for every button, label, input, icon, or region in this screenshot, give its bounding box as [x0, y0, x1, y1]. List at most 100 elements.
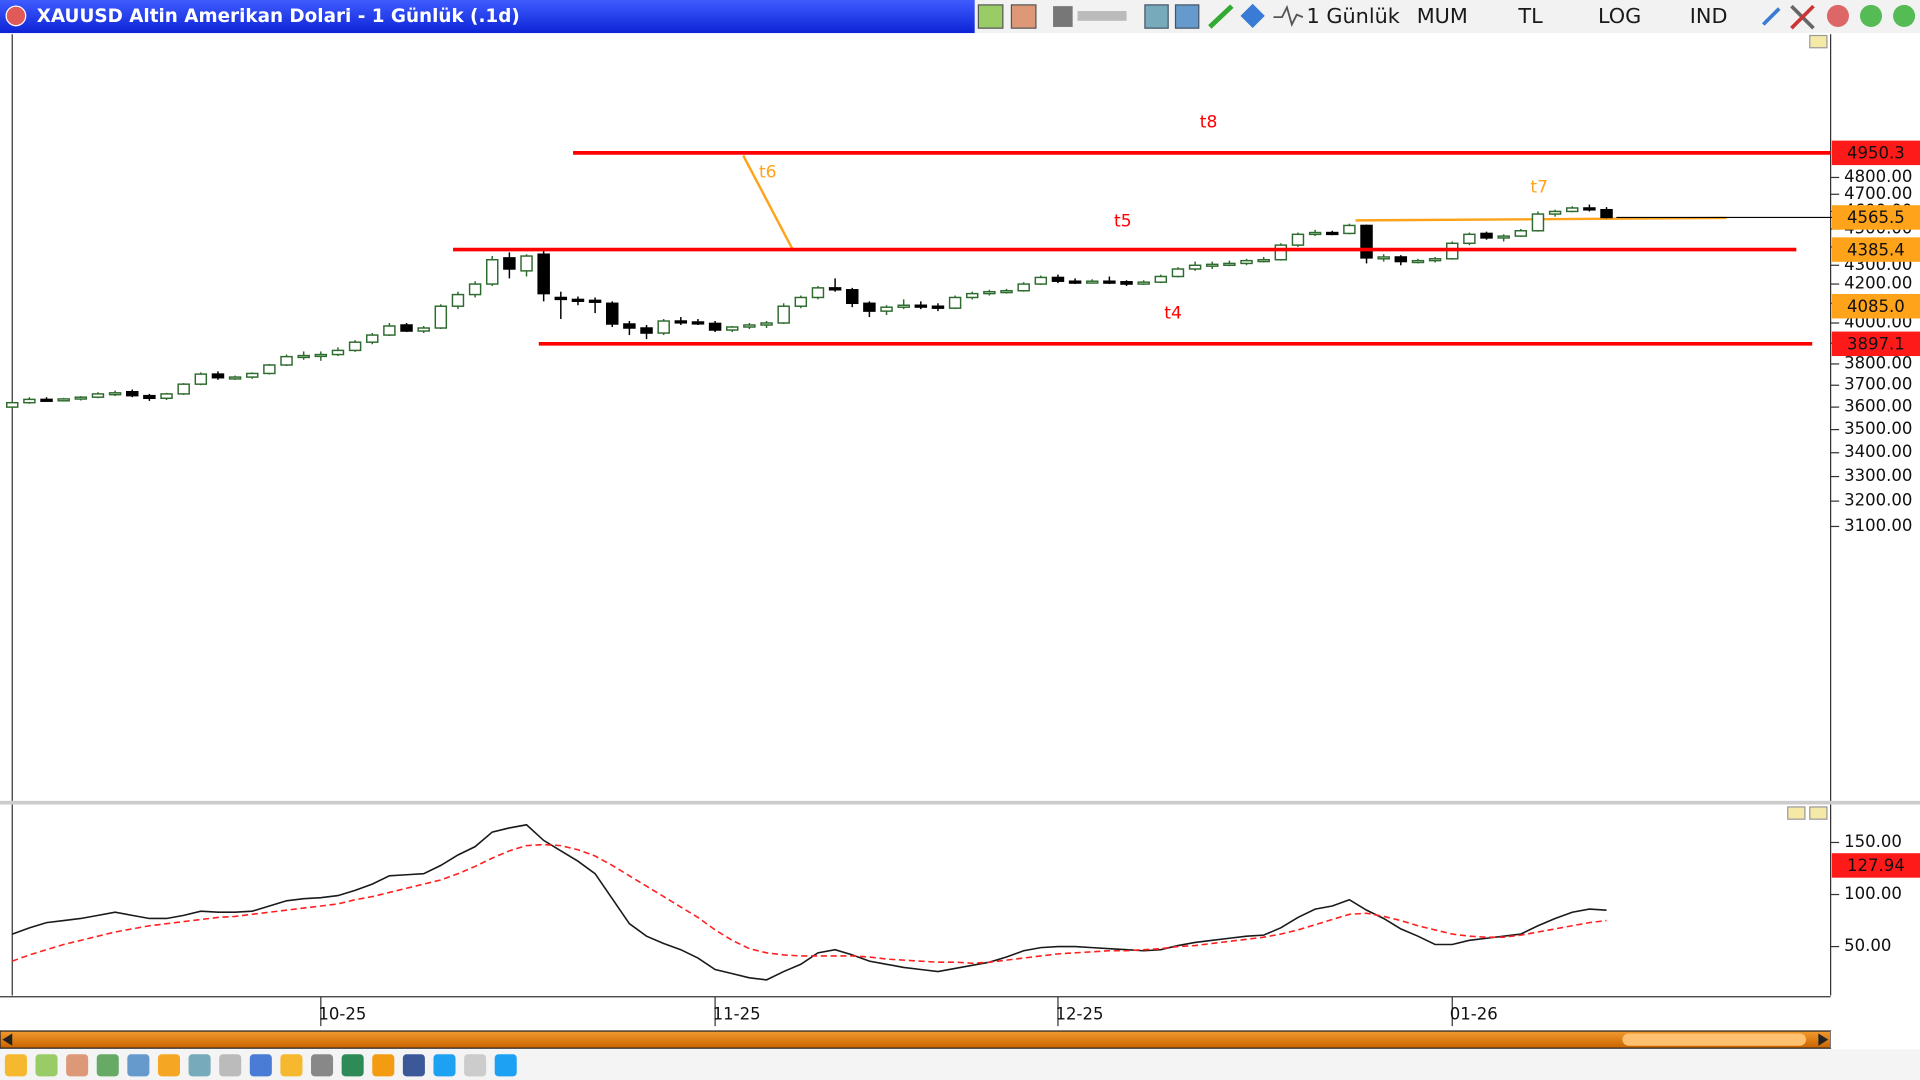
toolbar-icon[interactable]	[280, 1054, 303, 1077]
toolbar-icon[interactable]	[249, 1054, 272, 1077]
tool-icon[interactable]	[1208, 4, 1234, 29]
y-tick-label: 3300.00	[1844, 466, 1912, 485]
tool-icon[interactable]	[1790, 4, 1815, 30]
window-button[interactable]	[1860, 4, 1883, 27]
candle-body	[1394, 256, 1408, 263]
toolbar-icon[interactable]	[4, 1054, 27, 1077]
toolbar-icon[interactable]	[464, 1054, 487, 1077]
toolbar-icon[interactable]	[188, 1054, 211, 1077]
toolbar-icon[interactable]	[66, 1054, 89, 1077]
candle-body	[160, 393, 173, 400]
toolbar-icon[interactable]	[433, 1054, 456, 1077]
candle-body	[417, 327, 430, 332]
value-box	[1831, 853, 1920, 878]
window-button[interactable]	[1893, 4, 1916, 27]
candle-body	[623, 323, 636, 329]
candle-body	[91, 393, 105, 398]
toolbar-icon[interactable]	[494, 1054, 517, 1077]
annotation: t8	[1200, 112, 1218, 132]
y-tick-label: 3700.00	[1844, 375, 1912, 394]
scrollbar[interactable]	[0, 1030, 1832, 1049]
annotation: t5	[1114, 212, 1132, 232]
candle-body	[897, 304, 910, 308]
toolbar-icon[interactable]	[372, 1054, 395, 1077]
pane-icon[interactable]	[1809, 34, 1828, 49]
candle-body	[143, 394, 156, 400]
pane-icon[interactable]	[1787, 806, 1806, 820]
toolbar-icon[interactable]	[311, 1054, 334, 1077]
y-tick-label: 3100.00	[1844, 516, 1912, 535]
candle-body	[760, 322, 773, 326]
toolbar-icon[interactable]	[96, 1054, 119, 1077]
candle-body	[708, 322, 722, 331]
tool-icon[interactable]	[1053, 6, 1073, 27]
candle-body	[1240, 259, 1253, 265]
pane-icon[interactable]	[1809, 806, 1828, 820]
toolbar-icons	[977, 3, 1916, 30]
x-tick-label: 11-25	[713, 1005, 761, 1024]
toolbar-icon[interactable]	[157, 1054, 180, 1077]
candle-body	[211, 373, 225, 379]
candle-body	[348, 341, 362, 352]
candle-body	[108, 392, 122, 396]
tool-icon[interactable]	[1240, 3, 1265, 29]
candle-body	[1514, 230, 1528, 237]
tool-icon[interactable]	[977, 4, 1004, 29]
candle-body	[537, 253, 550, 295]
candle-body	[1428, 258, 1442, 262]
candle-body	[1086, 280, 1099, 284]
candle-body	[880, 306, 893, 312]
candle-body	[1360, 224, 1373, 259]
toolbar-button[interactable]: TL	[1517, 4, 1543, 28]
y-tick-label: 4700.00	[1844, 184, 1912, 203]
candle-body	[794, 296, 808, 307]
candle-body	[1377, 256, 1390, 260]
candle-body	[657, 320, 670, 334]
tool-icon[interactable]	[1010, 4, 1037, 29]
candle-body	[451, 293, 465, 307]
bottom-icons	[4, 1054, 517, 1077]
close-icon[interactable]	[5, 5, 27, 27]
toolbar-button[interactable]: LOG	[1598, 4, 1641, 28]
toolbar-icon[interactable]	[402, 1054, 425, 1077]
candle-body	[1411, 259, 1425, 264]
tool-icon[interactable]	[1273, 4, 1304, 28]
y-tick-label: 3600.00	[1844, 397, 1912, 416]
candle-body	[280, 355, 293, 366]
tool-icon[interactable]	[1144, 4, 1169, 29]
tool-icon[interactable]	[1174, 4, 1200, 29]
scroll-left[interactable]	[2, 1033, 13, 1046]
toolbar-button[interactable]: 1 Günlük	[1307, 4, 1400, 28]
candle-body	[674, 320, 688, 324]
candle-body	[1257, 258, 1270, 263]
toolbar-button[interactable]: MUM	[1417, 4, 1468, 28]
toolbar-button[interactable]: IND	[1690, 4, 1728, 28]
candle-body	[1463, 233, 1476, 245]
candle-body	[246, 372, 259, 378]
toolbar-icon[interactable]	[35, 1054, 58, 1077]
scroll-thumb[interactable]	[1622, 1033, 1807, 1046]
y-tick-label: 4800.00	[1844, 167, 1912, 186]
candle-body	[1171, 268, 1185, 278]
toolbar-icon[interactable]	[127, 1054, 150, 1077]
y-tick-label: 3200.00	[1844, 491, 1912, 510]
candle-body	[400, 324, 413, 332]
candle-body	[777, 305, 790, 324]
toolbar-icon[interactable]	[219, 1054, 242, 1077]
candle-body	[743, 324, 756, 328]
scroll-right[interactable]	[1818, 1033, 1829, 1046]
tool-icon[interactable]	[1761, 7, 1781, 26]
y-tick-label: 100.00	[1844, 884, 1902, 903]
candle-body	[1326, 231, 1339, 236]
window-button[interactable]	[1826, 4, 1849, 27]
candle-body	[1188, 264, 1202, 270]
candle-body	[1154, 275, 1168, 283]
toolbar-icon[interactable]	[341, 1054, 364, 1077]
candle-body	[1480, 232, 1493, 239]
level-label: 4565.5	[1847, 208, 1905, 227]
candle-body	[57, 398, 70, 402]
candle-body	[846, 289, 859, 305]
level-label: 4385.4	[1847, 240, 1905, 259]
